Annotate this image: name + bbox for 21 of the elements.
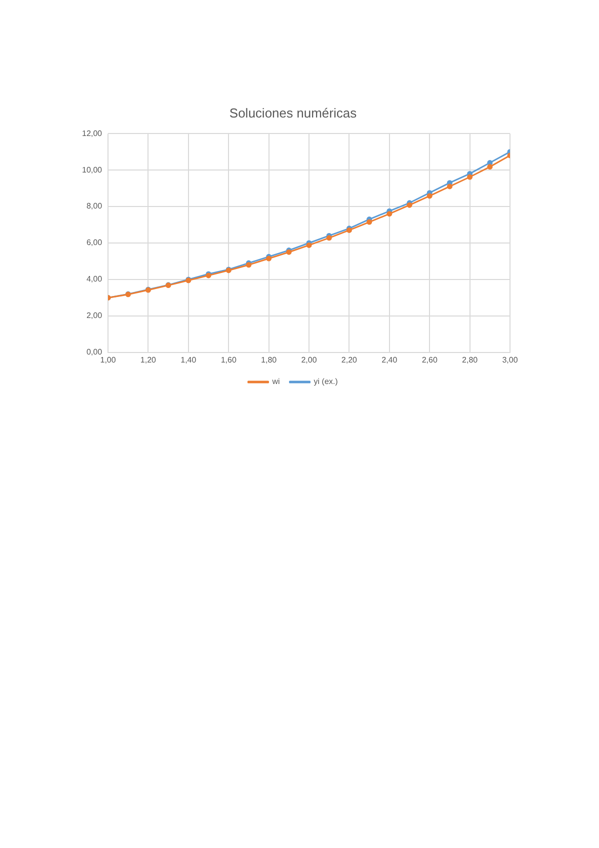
y-tick-label: 10,00 (82, 165, 103, 174)
y-tick-label: 4,00 (86, 274, 103, 284)
y-tick-label: 6,00 (86, 238, 103, 248)
y-tick-label: 2,00 (86, 311, 103, 320)
x-tick-label: 1,60 (220, 355, 237, 364)
y-tick-label: 0,00 (86, 348, 103, 357)
x-tick-label: 2,40 (382, 355, 398, 364)
y-tick-label: 8,00 (86, 202, 103, 211)
legend-label: yi (ex.) (314, 377, 338, 386)
legend-label: wi (271, 377, 280, 386)
x-tick-label: 2,80 (462, 355, 478, 364)
y-tick-label: 12,00 (82, 128, 103, 138)
x-tick-label: 1,00 (100, 355, 116, 364)
chart-title: Soluciones numéricas (229, 105, 358, 120)
x-tick-label: 3,00 (502, 355, 518, 364)
x-tick-label: 1,80 (261, 355, 278, 364)
x-tick-label: 2,00 (301, 355, 318, 364)
x-tick-label: 2,60 (422, 355, 438, 364)
x-tick-label: 1,40 (180, 355, 197, 364)
x-tick-label: 2,20 (341, 355, 358, 364)
x-tick-label: 1,20 (140, 355, 157, 364)
